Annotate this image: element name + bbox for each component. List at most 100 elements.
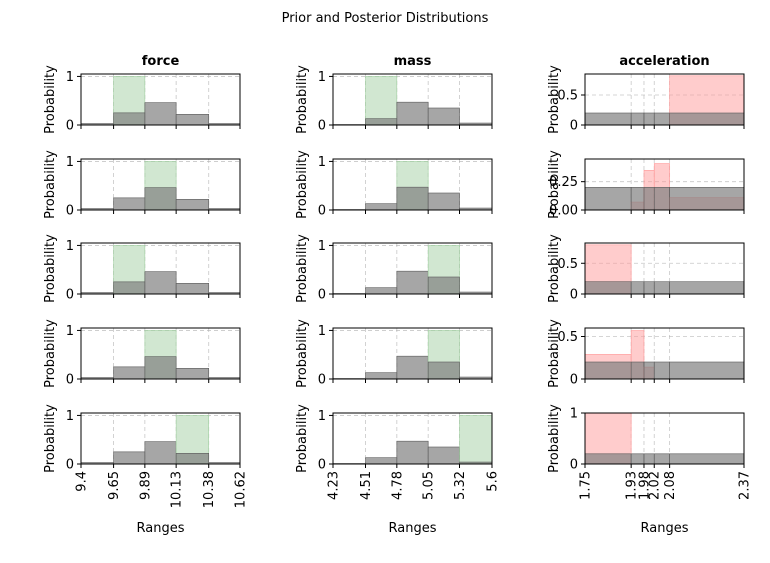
y-tick-label: 1 [66, 155, 74, 170]
y-tick-label: 0 [66, 458, 74, 473]
prior-bar [669, 453, 745, 465]
y-tick-label: 0.25 [549, 175, 578, 190]
subplot-mass-5: 0 1 Probability 4.23 4.51 4.78 5.05 5.32 5.6 Rang… [295, 404, 501, 536]
axes-frame [80, 327, 241, 380]
x-tick-label: 1.98 [637, 471, 652, 500]
prior-bar [175, 283, 210, 295]
y-tick-label: 1 [66, 324, 74, 339]
axes-frame [80, 242, 241, 295]
posterior-bar [459, 415, 493, 465]
prior-bar [113, 451, 146, 465]
x-tick-label: 5.6 [486, 471, 501, 492]
y-axis-label: Probability [295, 150, 310, 219]
prior-bar [144, 356, 177, 380]
x-tick-label: 2.37 [738, 471, 753, 500]
prior-bar [396, 355, 429, 380]
y-axis-label: Probability [295, 404, 310, 473]
prior-bar [643, 112, 655, 126]
prior-bar [630, 281, 645, 295]
prior-bar [653, 361, 670, 380]
y-tick-label: 0.5 [557, 330, 578, 345]
y-tick-label: 0 [318, 204, 326, 219]
column-title-force: force [142, 54, 180, 69]
axes-frame [584, 158, 745, 211]
prior-bar [584, 281, 632, 295]
y-tick-label: 0 [318, 373, 326, 388]
prior-bar [584, 112, 632, 126]
prior-bar [669, 112, 745, 126]
subplot-grid: force 0 1 Probability 0 1 Probability 0 1 Probabi… [43, 54, 753, 536]
y-axis-label: Probability [547, 65, 562, 134]
subplot-force-2: 0 1 Probability [43, 150, 241, 219]
y-axis-label: Probability [547, 150, 562, 219]
prior-bar [630, 112, 645, 126]
prior-bar [365, 203, 398, 211]
x-tick-label: 4.51 [359, 471, 374, 500]
prior-bar [427, 446, 460, 465]
subplot-mass-3: 0 1 Probability [295, 234, 493, 303]
prior-bar [175, 368, 210, 380]
prior-bar [396, 101, 429, 126]
prior-bar [113, 197, 146, 211]
y-axis-label: Probability [43, 234, 58, 303]
prior-bar [427, 361, 460, 380]
prior-bar [365, 457, 398, 465]
prior-bar [113, 281, 146, 295]
axes-frame [80, 158, 241, 211]
axes-frame [584, 242, 745, 295]
y-tick-label: 0 [318, 119, 326, 134]
posterior-bar [365, 76, 398, 126]
y-tick-label: 0 [570, 373, 578, 388]
y-tick-label: 1 [66, 70, 74, 85]
x-tick-label: 10.13 [170, 471, 185, 508]
prior-bar [144, 441, 177, 465]
prior-bar [175, 453, 210, 465]
y-tick-label: 0.00 [549, 204, 578, 219]
prior-bar [427, 107, 460, 126]
prior-bar [144, 187, 177, 211]
y-axis-label: Probability [547, 404, 562, 473]
axes-frame [332, 158, 493, 211]
x-tick-label: 9.65 [107, 471, 122, 500]
subplot-mass-2: 0 1 Probability [295, 150, 493, 219]
y-axis-label: Probability [43, 319, 58, 388]
y-tick-label: 0.5 [557, 89, 578, 104]
prior-bar [584, 361, 632, 380]
x-tick-label: 4.23 [327, 471, 342, 500]
prior-bar [175, 199, 210, 211]
y-tick-label: 0 [318, 288, 326, 303]
prior-bar [653, 453, 670, 465]
axes-frame [332, 327, 493, 380]
prior-bar [643, 187, 655, 211]
y-tick-label: 0 [66, 119, 74, 134]
y-tick-label: 0 [66, 288, 74, 303]
column-title-acceleration: acceleration [619, 54, 709, 69]
axes-frame [584, 412, 745, 465]
y-axis-label: Probability [43, 150, 58, 219]
y-tick-label: 0 [570, 119, 578, 134]
prior-bar [643, 281, 655, 295]
x-axis-label: Ranges [389, 521, 437, 536]
prior-bar [365, 287, 398, 295]
x-axis-label: Ranges [137, 521, 185, 536]
y-tick-label: 0 [318, 458, 326, 473]
y-tick-label: 1 [318, 70, 326, 85]
y-axis-label: Probability [295, 65, 310, 134]
prior-bar [144, 102, 177, 126]
y-tick-label: 0 [570, 458, 578, 473]
y-tick-label: 0 [570, 288, 578, 303]
y-tick-label: 1 [570, 407, 578, 422]
prior-bar [653, 281, 670, 295]
x-tick-label: 1.75 [579, 471, 594, 500]
subplot-mass-4: 0 1 Probability [295, 319, 493, 388]
prior-bar [144, 271, 177, 295]
y-tick-label: 1 [66, 239, 74, 254]
prior-bar [669, 281, 745, 295]
y-axis-label: Probability [547, 319, 562, 388]
axes-frame [332, 412, 493, 465]
prior-bar [396, 270, 429, 295]
y-tick-label: 1 [318, 324, 326, 339]
y-tick-label: 1 [66, 409, 74, 424]
subplot-force-4: 0 1 Probability [43, 319, 241, 388]
